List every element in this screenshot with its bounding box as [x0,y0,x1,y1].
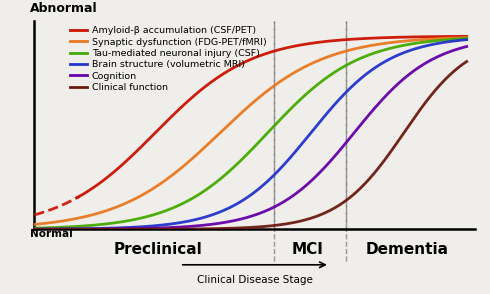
Text: MCI: MCI [292,242,324,257]
Text: Normal: Normal [30,229,73,239]
Legend: Amyloid-β accumulation (CSF/PET), Synaptic dysfunction (FDG-PET/fMRI), Tau-media: Amyloid-β accumulation (CSF/PET), Synapt… [70,26,267,92]
Text: Clinical Disease Stage: Clinical Disease Stage [197,275,313,285]
Text: Dementia: Dementia [366,242,448,257]
Text: Abnormal: Abnormal [30,2,98,15]
Text: Preclinical: Preclinical [113,242,202,257]
